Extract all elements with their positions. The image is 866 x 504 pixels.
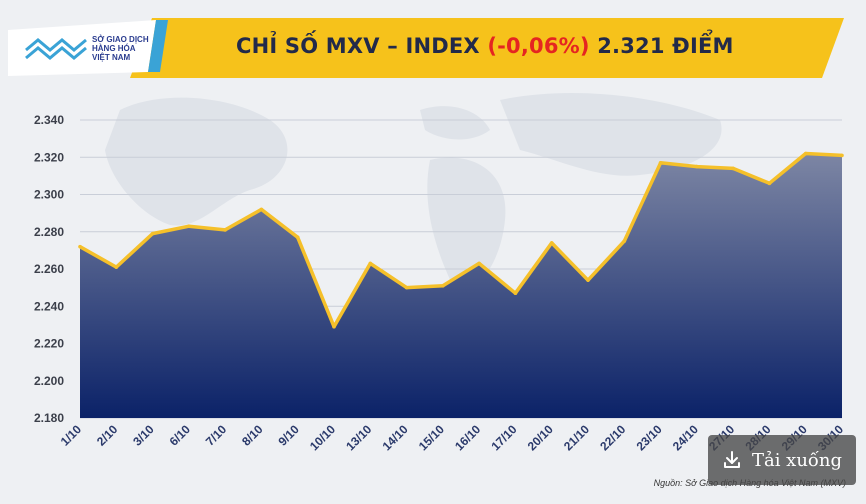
data-point	[441, 283, 445, 288]
data-point	[622, 239, 627, 243]
logo	[8, 20, 168, 76]
x-tick-label: 14/10	[380, 422, 411, 453]
x-tick-label: 24/10	[670, 422, 701, 453]
title-change: (-0,06%)	[487, 34, 590, 58]
x-tick-label: 2/10	[94, 422, 121, 449]
data-point	[658, 161, 663, 165]
y-tick-label: 2.280	[34, 225, 64, 239]
x-tick-label: 6/10	[167, 422, 194, 449]
y-tick-label: 2.200	[34, 374, 64, 388]
x-tick-label: 20/10	[525, 422, 556, 453]
data-point	[295, 235, 300, 240]
data-point	[187, 224, 191, 228]
logo-text: SỞ GIAO DỊCH HÀNG HÓA VIỆT NAM	[92, 35, 149, 62]
data-point	[767, 181, 772, 186]
data-point	[78, 244, 82, 249]
y-tick-label: 2.180	[34, 411, 64, 425]
x-tick-label: 8/10	[239, 422, 266, 449]
data-point	[223, 228, 227, 232]
logo-text-line: SỞ GIAO DỊCH	[92, 35, 149, 44]
title-prefix: CHỈ SỐ MXV – INDEX	[236, 34, 488, 58]
data-point	[477, 261, 481, 266]
x-tick-label: 1/10	[58, 422, 85, 449]
x-tick-label: 23/10	[634, 422, 665, 453]
y-tick-label: 2.300	[34, 188, 64, 202]
x-tick-label: 22/10	[597, 422, 628, 453]
x-tick-label: 15/10	[416, 422, 447, 453]
area-fill	[80, 153, 842, 418]
logo-text-line: HÀNG HÓA	[92, 44, 136, 53]
data-point	[368, 261, 373, 266]
y-tick-label: 2.240	[34, 299, 64, 313]
chart-title: CHỈ SỐ MXV – INDEX (-0,06%) 2.321 ĐIỂM	[236, 34, 734, 58]
data-point	[259, 207, 264, 212]
title-suffix: 2.321 ĐIỂM	[589, 34, 734, 58]
y-tick-label: 2.340	[34, 113, 64, 127]
x-tick-label: 9/10	[275, 422, 302, 449]
y-tick-label: 2.260	[34, 262, 64, 276]
logo-text-line: VIỆT NAM	[92, 53, 131, 62]
x-tick-label: 17/10	[488, 422, 519, 453]
data-point	[150, 231, 155, 236]
download-label: Tải xuống	[751, 449, 843, 471]
title-banner	[130, 18, 844, 78]
data-point	[114, 265, 119, 269]
x-tick-label: 10/10	[307, 422, 338, 453]
x-tick-label: 21/10	[561, 422, 592, 453]
data-point	[840, 153, 844, 158]
x-tick-label: 3/10	[130, 422, 157, 449]
y-tick-label: 2.320	[34, 150, 64, 164]
data-point	[549, 241, 554, 245]
data-point	[513, 291, 518, 296]
data-point	[695, 164, 699, 169]
download-button[interactable]: Tải xuống	[708, 435, 856, 485]
data-point	[803, 151, 808, 156]
x-tick-label: 7/10	[203, 422, 230, 449]
data-point	[731, 166, 735, 171]
x-tick-label: 13/10	[343, 422, 374, 453]
data-point	[586, 278, 590, 282]
x-tick-label: 16/10	[452, 422, 483, 453]
download-icon	[723, 451, 740, 468]
y-tick-label: 2.220	[34, 337, 64, 351]
data-point	[404, 285, 409, 290]
series-line	[79, 151, 843, 329]
data-point	[332, 324, 336, 329]
